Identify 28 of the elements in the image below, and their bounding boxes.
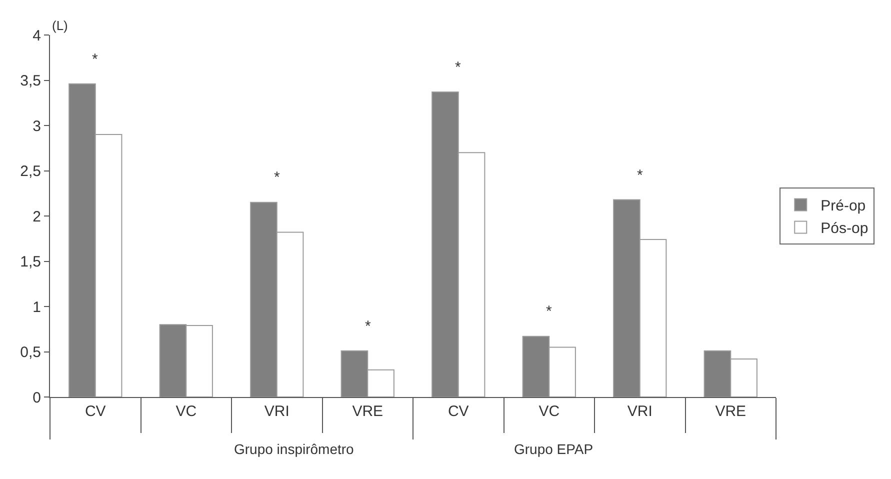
x-tick-label: VRE: [715, 403, 746, 420]
x-tick-label: CV: [448, 403, 469, 420]
legend-label: Pós-op: [820, 220, 868, 238]
data-label: *: [92, 51, 98, 68]
y-tick-label: 1: [32, 298, 41, 316]
y-tick-label: 2,5: [20, 163, 41, 180]
data-label: *: [365, 318, 371, 335]
y-tick-label: 0,5: [20, 344, 41, 361]
data-label: *: [546, 303, 552, 320]
data-label: *: [637, 167, 643, 184]
x-tick-label: VRE: [352, 403, 384, 420]
y-tick-label: 0: [32, 389, 41, 406]
data-label: *: [274, 169, 280, 186]
text: Grupo inspirômetro: [234, 441, 354, 457]
x-tick-label: CV: [84, 403, 106, 420]
y-tick-label: 3: [32, 118, 41, 135]
x-tick-label: VC: [176, 403, 197, 420]
data-label: *: [455, 59, 461, 76]
y-tick-label: 1,5: [20, 254, 41, 270]
x-tick-label: VRI: [264, 403, 290, 420]
legend-label: Pré-op: [820, 198, 866, 215]
text: Grupo EPAP: [514, 441, 594, 457]
y-tick-label: 2: [32, 208, 41, 226]
y-tick-label: 3,5: [20, 72, 41, 90]
y-axis-title: (L): [52, 18, 68, 33]
y-tick-label: 4: [32, 27, 41, 44]
x-tick-label: VRI: [627, 403, 652, 420]
x-tick-label: VC: [538, 403, 560, 420]
